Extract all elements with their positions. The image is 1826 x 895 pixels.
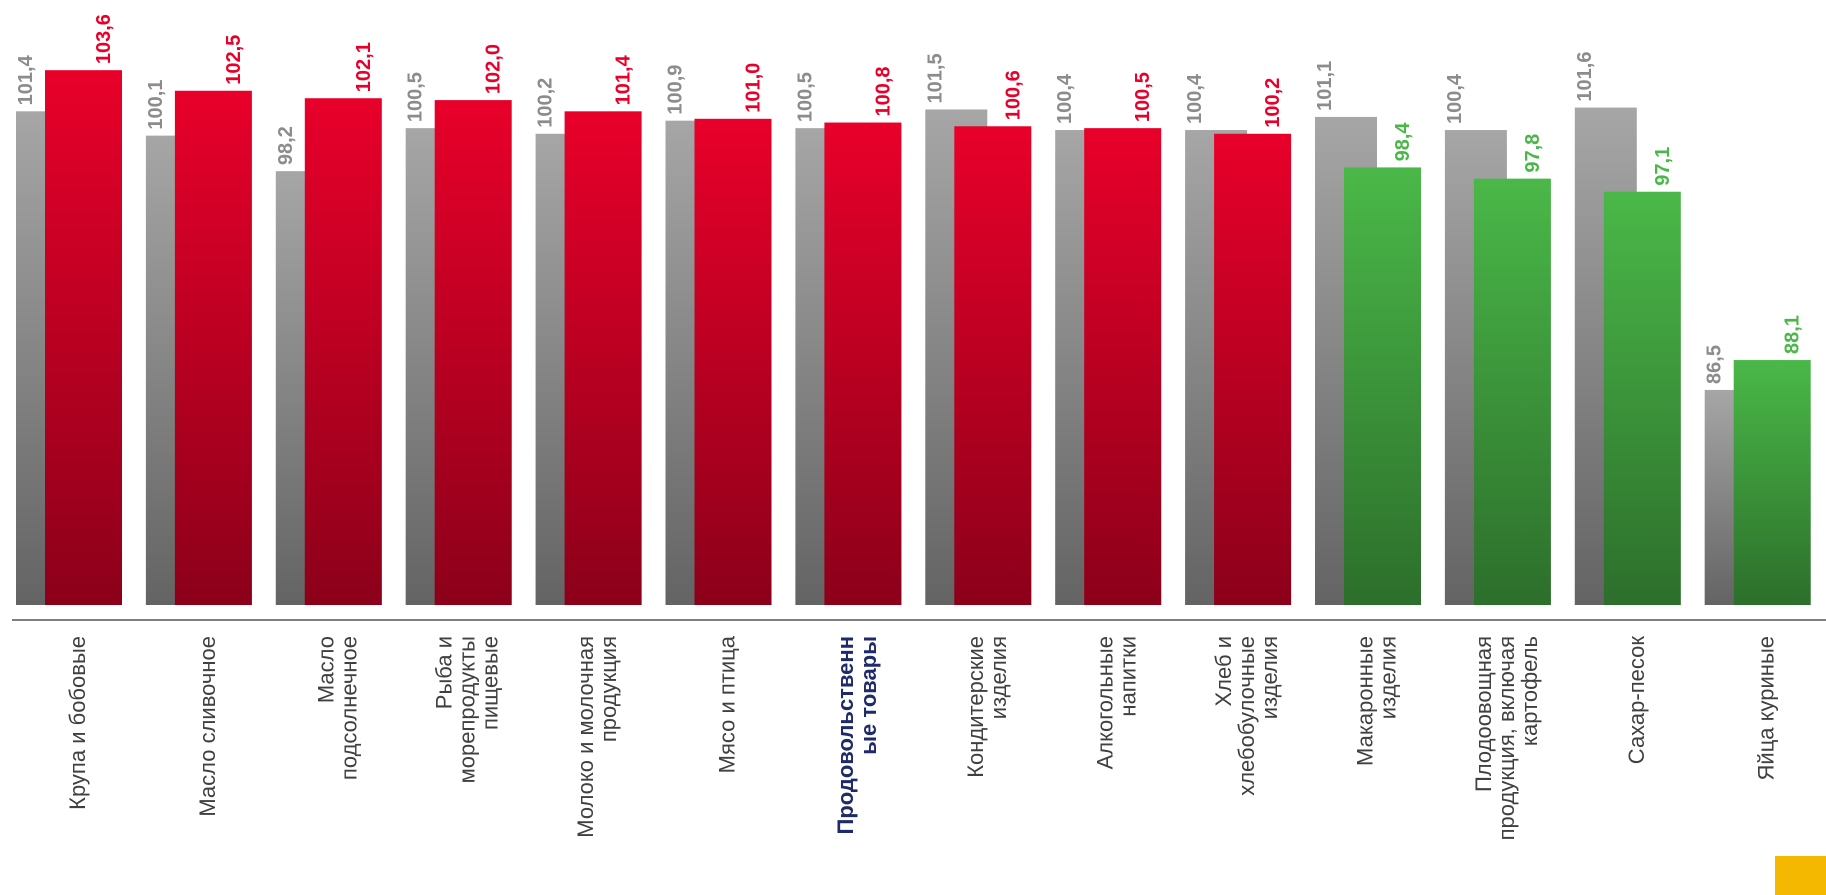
value-label: 102,1 xyxy=(353,42,375,92)
x-tick-label: Масло сливочное xyxy=(195,636,220,817)
bar-shade xyxy=(954,126,1031,605)
x-tick-label: Молоко и молочнаяпродукция xyxy=(573,636,621,838)
value-label: 100,9 xyxy=(665,65,687,115)
value-label: 101,5 xyxy=(924,53,946,103)
value-label: 102,5 xyxy=(223,35,245,85)
bar-shade xyxy=(1604,192,1681,605)
bar-shade xyxy=(1214,134,1291,605)
value-label: 100,6 xyxy=(1002,70,1024,120)
value-label: 103,6 xyxy=(93,14,115,64)
value-label: 101,6 xyxy=(1574,52,1596,102)
value-label: 98,4 xyxy=(1392,122,1414,162)
value-label: 86,5 xyxy=(1704,345,1726,384)
x-tick-label: Крупа и бобовые xyxy=(65,636,90,810)
x-tick-label: Рыба иморепродуктыпищевые xyxy=(432,636,503,783)
value-label: 100,2 xyxy=(535,78,557,128)
value-label: 102,0 xyxy=(483,44,505,94)
x-tick-label: Маслоподсолнечное xyxy=(313,636,361,780)
value-label: 101,4 xyxy=(15,54,37,105)
value-label: 101,4 xyxy=(613,54,635,105)
bar-shade xyxy=(1084,128,1161,605)
bar-shade xyxy=(695,119,772,605)
value-label: 100,5 xyxy=(1132,72,1154,122)
value-label: 100,4 xyxy=(1444,73,1466,124)
bar-shade xyxy=(175,91,252,605)
x-tick-label: Алкогольныенапитки xyxy=(1093,636,1141,769)
value-label: 88,1 xyxy=(1782,315,1804,354)
value-label: 100,4 xyxy=(1184,73,1206,124)
x-tick-label: Сахар-песок xyxy=(1624,636,1649,765)
x-tick-label: Кондитерскиеизделия xyxy=(963,636,1011,778)
value-label: 100,5 xyxy=(405,72,427,122)
x-tick-label: Хлеб ихлебобулочныеизделия xyxy=(1211,636,1282,796)
value-label: 101,1 xyxy=(1314,61,1336,111)
bar-shade xyxy=(305,98,382,605)
x-tick-label: Продовольственные товары xyxy=(833,636,881,834)
bar-shade xyxy=(45,70,122,605)
bar-shade xyxy=(1344,167,1421,605)
value-label: 100,8 xyxy=(872,66,894,116)
value-label: 100,5 xyxy=(794,72,816,122)
value-label: 100,2 xyxy=(1262,78,1284,128)
value-label: 97,1 xyxy=(1652,147,1674,186)
bar-shade xyxy=(824,123,901,605)
x-tick-label: Макаронныеизделия xyxy=(1353,636,1401,766)
value-label: 100,4 xyxy=(1054,73,1076,124)
x-tick-label: Яйца куриные xyxy=(1754,636,1779,780)
x-tick-label: Плодоовощнаяпродукция, включаякартофель xyxy=(1471,636,1542,840)
value-label: 97,8 xyxy=(1522,134,1544,173)
chart: 101,4 103,6 Крупа и бобовые 100,1 102,5 Масло… xyxy=(0,0,1826,895)
bar-shade xyxy=(435,100,512,605)
bar-shade xyxy=(1474,179,1551,605)
bar-shade xyxy=(1734,360,1811,605)
bar-shade xyxy=(565,111,642,605)
value-label: 101,0 xyxy=(743,63,765,113)
corner-marker xyxy=(1775,856,1826,895)
value-label: 98,2 xyxy=(275,126,297,165)
x-tick-label: Мясо и птица xyxy=(715,635,740,773)
value-label: 100,1 xyxy=(145,80,167,130)
